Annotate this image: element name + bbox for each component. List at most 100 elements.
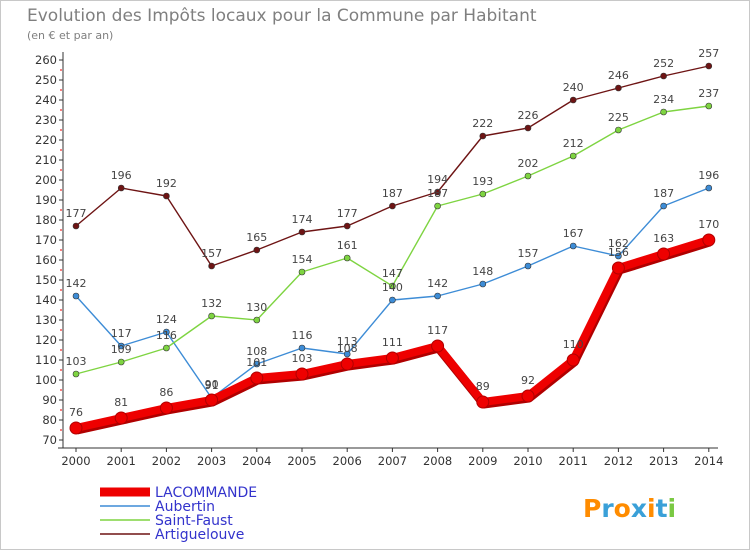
data-point-saint-faust [343,254,351,262]
legend-label-artiguelouve: Artiguelouve [155,527,244,543]
data-label-artiguelouve: 165 [246,231,267,244]
chart-title: Evolution des Impôts locaux pour la Comm… [27,6,537,26]
legend-label-lacommande: LACOMMANDE [155,485,257,501]
data-point-saint-faust [117,358,125,366]
data-label-aubertin: 113 [337,335,358,348]
data-label-artiguelouve: 222 [472,117,493,130]
y-tick-label: 100 [35,373,57,387]
data-label-lacommande: 89 [476,380,490,393]
y-tick-label: 250 [35,73,57,87]
data-point-aubertin [253,360,261,368]
data-label-saint-faust: 154 [292,253,313,266]
data-label-artiguelouve: 196 [111,169,132,182]
x-tick-label: 2009 [468,454,497,468]
data-label-saint-faust: 109 [111,343,132,356]
data-point-saint-faust [434,202,441,210]
logo-letter: i [668,494,677,523]
data-label-aubertin: 142 [427,277,448,290]
data-point-saint-faust [163,344,170,352]
data-point-saint-faust [705,102,713,110]
data-point-saint-faust [72,370,80,378]
data-point-lacommande [566,353,580,367]
legend-label-saint-faust: Saint-Faust [155,513,233,529]
data-label-saint-faust: 130 [246,301,267,314]
data-label-lacommande: 76 [69,406,83,419]
y-tick-label: 210 [35,153,57,167]
logo-letter: x [631,494,647,523]
data-point-lacommande [385,351,399,365]
x-tick-label: 2014 [694,454,723,468]
y-tick-label: 170 [35,233,57,247]
data-point-aubertin [615,252,622,260]
y-tick-label: 110 [35,353,57,367]
data-point-saint-faust [660,108,667,116]
logo-letter: P [583,494,601,523]
series-layer [69,62,716,435]
y-tick-label: 160 [35,253,57,267]
data-label-artiguelouve: 226 [518,109,539,122]
data-label-aubertin: 196 [698,169,719,182]
data-point-artiguelouve [72,222,80,230]
data-point-artiguelouve [524,124,532,132]
data-label-lacommande: 110 [563,338,584,351]
y-tick-label: 200 [35,173,57,187]
data-label-lacommande: 90 [205,378,219,391]
data-point-aubertin [163,328,170,336]
data-point-saint-faust [389,282,396,290]
y-tick-label: 180 [35,213,57,227]
x-tick-label: 2005 [287,454,316,468]
logo-letter: i [647,494,656,523]
legend-label-aubertin: Aubertin [155,499,215,515]
data-label-lacommande: 163 [653,232,674,245]
data-label-lacommande: 111 [382,336,403,349]
y-tick-label: 190 [35,193,57,207]
data-label-aubertin: 140 [382,281,403,294]
data-label-lacommande: 101 [246,356,267,369]
data-point-artiguelouve [298,228,306,236]
data-label-aubertin: 116 [292,329,313,342]
x-tick-label: 2011 [559,454,588,468]
data-label-aubertin: 167 [563,227,584,240]
data-label-aubertin: 187 [653,187,674,200]
data-point-lacommande [702,233,716,247]
data-point-saint-faust [253,316,261,324]
data-point-artiguelouve [479,132,487,140]
data-label-saint-faust: 225 [608,111,629,124]
data-label-artiguelouve: 252 [653,57,674,70]
data-point-aubertin [569,242,577,250]
data-label-saint-faust: 132 [201,297,222,310]
data-point-lacommande [611,261,625,275]
x-tick-label: 2003 [197,454,226,468]
data-label-aubertin: 157 [518,247,539,260]
data-label-lacommande: 92 [521,374,535,387]
data-point-lacommande [159,401,173,415]
data-point-saint-faust [569,152,577,160]
data-point-aubertin [343,350,351,358]
data-label-lacommande: 81 [114,396,128,409]
data-label-aubertin: 142 [66,277,87,290]
data-label-saint-faust: 193 [472,175,493,188]
data-label-saint-faust: 237 [698,87,719,100]
chart-subtitle: (en € et par an) [27,29,113,42]
data-label-lacommande: 86 [159,386,173,399]
data-point-lacommande [205,393,219,407]
x-tick-label: 2013 [649,454,678,468]
x-tick-label: 2010 [513,454,542,468]
logo-letter: r [601,494,614,523]
y-tick-label: 230 [35,113,57,127]
y-tick-label: 240 [35,93,57,107]
data-label-aubertin: 117 [111,327,132,340]
data-point-lacommande [476,395,490,409]
data-point-saint-faust [208,312,215,320]
data-label-aubertin: 108 [246,345,267,358]
data-label-aubertin: 162 [608,237,629,250]
data-point-lacommande [295,367,309,381]
data-point-artiguelouve [163,192,170,200]
data-label-saint-faust: 147 [382,267,403,280]
data-point-saint-faust [615,126,622,134]
data-point-aubertin [389,296,396,304]
data-label-artiguelouve: 187 [382,187,403,200]
data-point-aubertin [524,262,532,270]
data-point-aubertin [479,280,487,288]
